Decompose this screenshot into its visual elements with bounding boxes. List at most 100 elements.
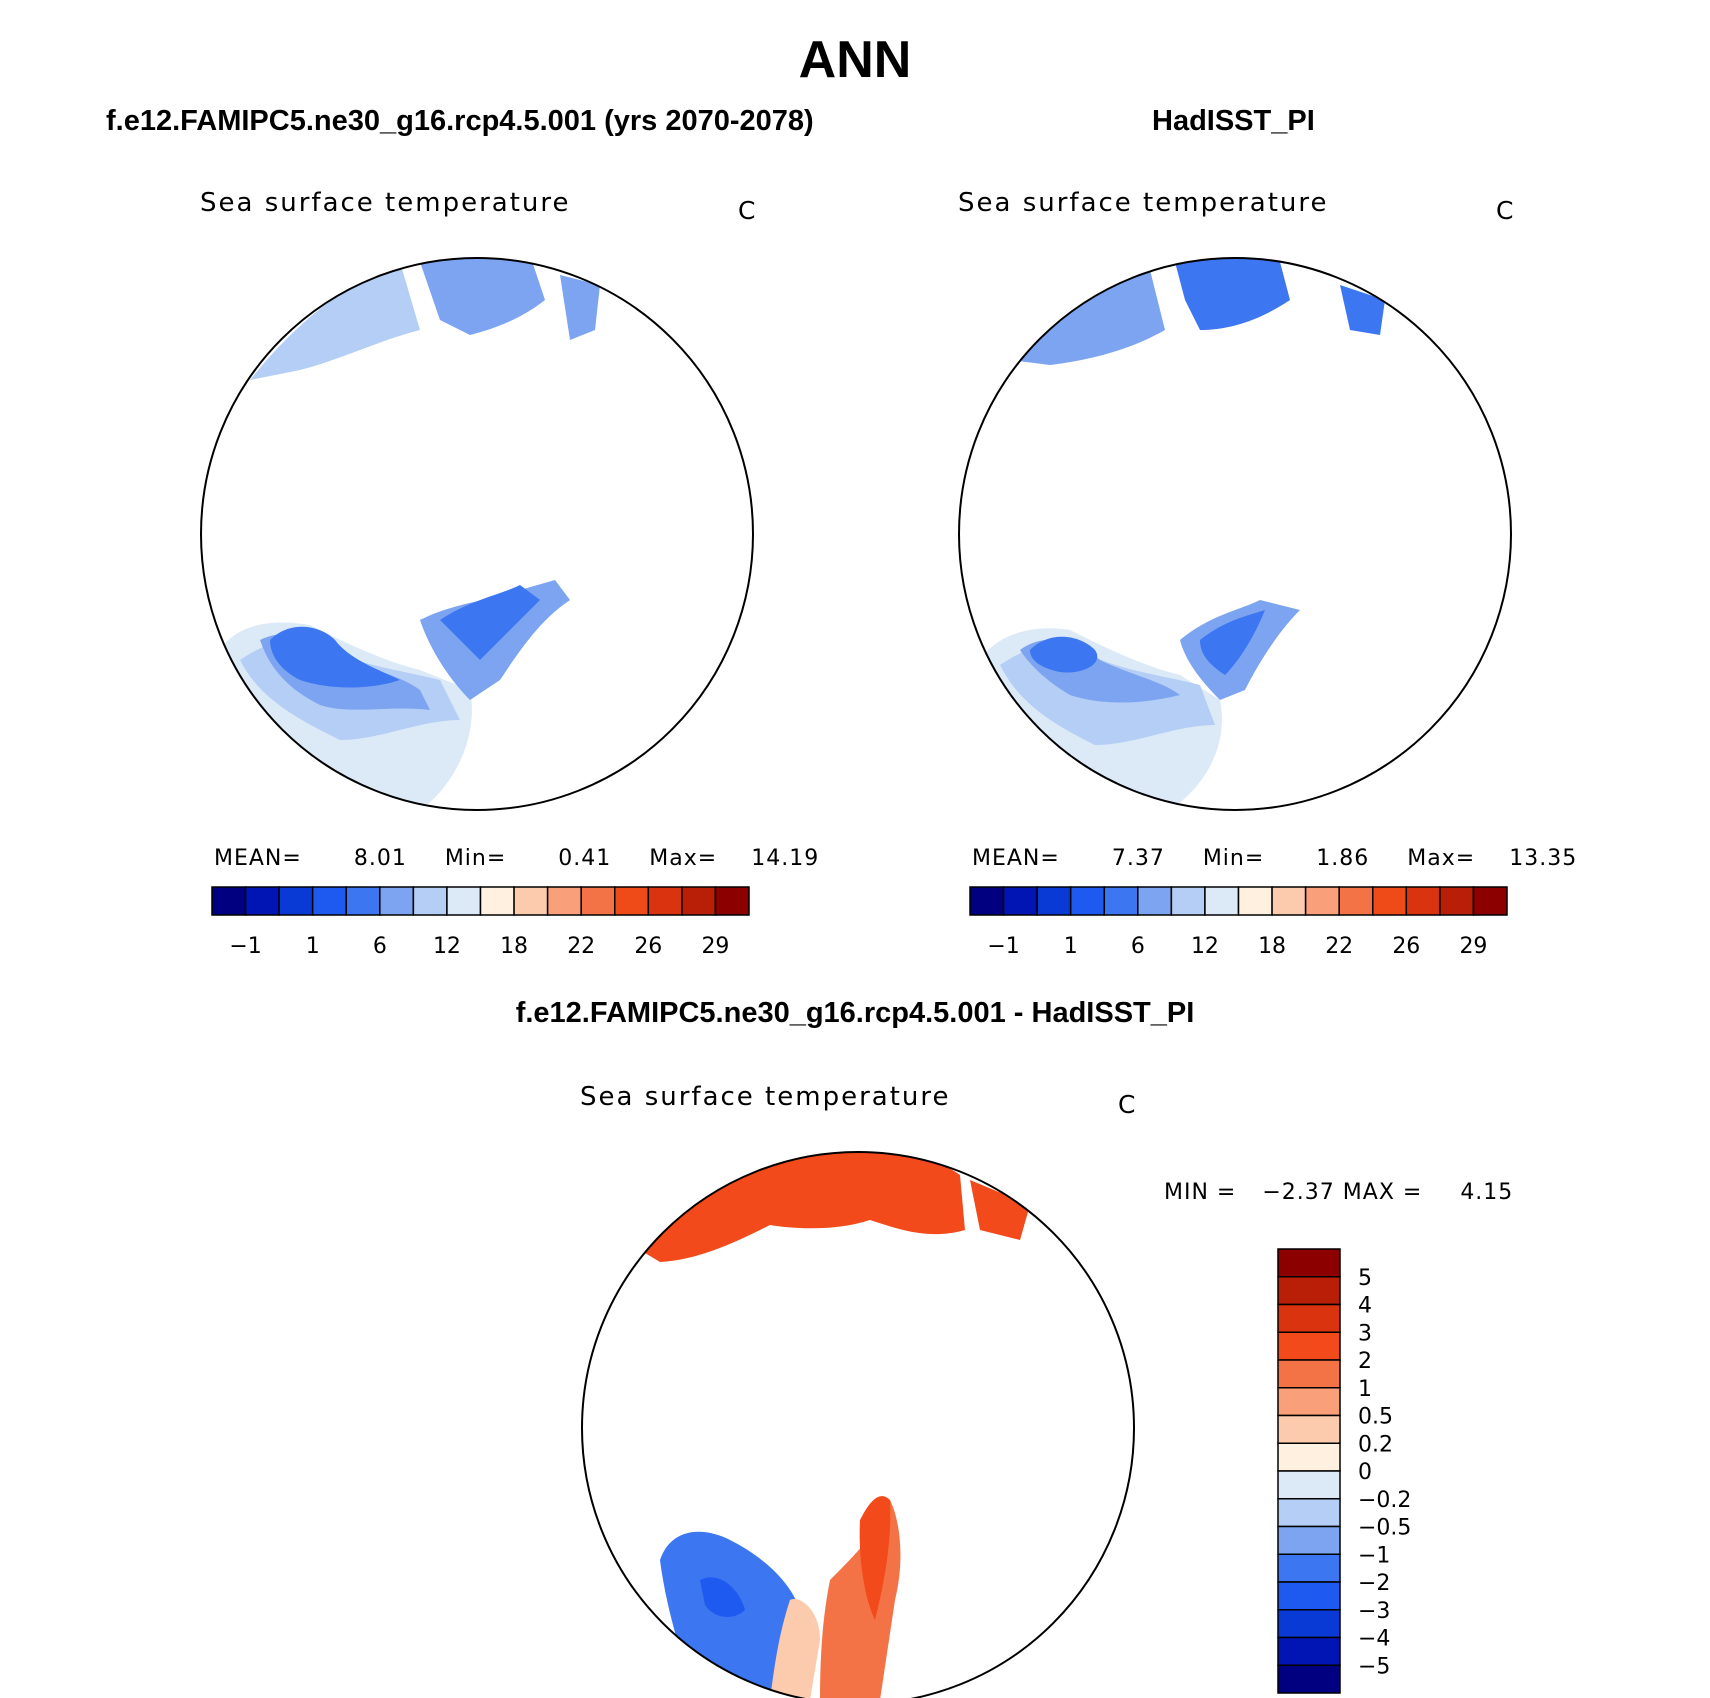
- right-region-bering: [1175, 258, 1290, 330]
- right-stats: MEAN= 7.37 Min= 1.86 Max= 13.35: [972, 846, 1577, 871]
- right-colorbar-box: [1170, 886, 1206, 916]
- diff-colorbar-tick-label: −4: [1358, 1627, 1390, 1652]
- diff-colorbar-box: [1277, 1636, 1341, 1666]
- right-var-title: Sea surface temperature: [958, 188, 1329, 218]
- right-colorbar-box: [1137, 886, 1173, 916]
- right-colorbar-tick-label: 18: [1258, 934, 1286, 959]
- diff-colorbar-box: [1277, 1414, 1341, 1444]
- right-mean-label: MEAN=: [972, 846, 1060, 871]
- right-colorbar-tick-label: 6: [1131, 934, 1145, 959]
- left-colorbar-tick-label: 12: [433, 934, 461, 959]
- left-units: C: [738, 196, 756, 225]
- right-colorbar-tick-label: 1: [1064, 934, 1078, 959]
- left-colorbar-box: [211, 886, 247, 916]
- right-map: [958, 257, 1512, 811]
- diff-colorbar-tick-label: 1: [1358, 1377, 1372, 1402]
- right-colorbar-box: [1204, 886, 1240, 916]
- left-colorbar-box: [412, 886, 448, 916]
- right-min-label: Min=: [1202, 846, 1265, 871]
- left-colorbar-box: [580, 886, 616, 916]
- main-title: ANN: [798, 31, 912, 89]
- right-min-value: 1.86: [1316, 846, 1370, 871]
- left-colorbar-tick-label: 22: [567, 934, 595, 959]
- right-region-labrador: [1030, 636, 1098, 673]
- diff-region-atlantic-east: [770, 1599, 820, 1698]
- diff-colorbar-tick-label: 0.5: [1358, 1405, 1393, 1430]
- left-map: [200, 257, 754, 811]
- diff-colorbar-tick-label: 5: [1358, 1266, 1372, 1291]
- right-colorbar-box: [1439, 886, 1475, 916]
- diff-region-norwegian-core: [859, 1496, 891, 1620]
- left-colorbar: −1 1 6 12 18 22 26 29: [211, 886, 750, 959]
- left-colorbar-box: [446, 886, 482, 916]
- diff-colorbar-box: [1277, 1248, 1341, 1278]
- right-colorbar-tick-label: 22: [1325, 934, 1353, 959]
- diff-case-title: f.e12.FAMIPC5.ne30_g16.rcp4.5.001 - HadI…: [515, 997, 1195, 1029]
- left-colorbar-box: [546, 886, 582, 916]
- right-max-label: Max=: [1407, 846, 1476, 871]
- right-colorbar-box: [1237, 886, 1273, 916]
- diff-var-title: Sea surface temperature: [580, 1082, 951, 1112]
- left-colorbar-box: [479, 886, 515, 916]
- diff-min-value: −2.37: [1262, 1180, 1335, 1205]
- left-max-label: Max=: [649, 846, 718, 871]
- diff-units: C: [1118, 1090, 1136, 1119]
- diff-min-label: MIN =: [1164, 1180, 1237, 1205]
- left-colorbar-box: [345, 886, 381, 916]
- left-colorbar-box: [614, 886, 650, 916]
- right-colorbar-box: [1472, 886, 1508, 916]
- right-colorbar-box: [1271, 886, 1307, 916]
- right-colorbar-tick-label: 26: [1392, 934, 1420, 959]
- right-colorbar-box: [1372, 886, 1408, 916]
- left-region-labrador: [270, 626, 400, 688]
- right-max-value: 13.35: [1509, 846, 1578, 871]
- left-colorbar-box: [714, 886, 750, 916]
- left-colorbar-tick-label: 1: [306, 934, 320, 959]
- diff-colorbar-box: [1277, 1359, 1341, 1389]
- right-colorbar-box: [969, 886, 1005, 916]
- diff-colorbar-box: [1277, 1470, 1341, 1500]
- diff-stats: MIN = −2.37 MAX = 4.15: [1164, 1180, 1513, 1205]
- left-mean-value: 8.01: [353, 846, 407, 871]
- diff-colorbar-box: [1277, 1664, 1341, 1694]
- right-colorbar-box: [1405, 886, 1441, 916]
- diff-colorbar-box: [1277, 1553, 1341, 1583]
- diff-colorbar-tick-label: −2: [1358, 1571, 1390, 1596]
- diff-max-value: 4.15: [1460, 1180, 1514, 1205]
- diff-colorbar-tick-label: 0.2: [1358, 1432, 1393, 1457]
- right-units: C: [1496, 196, 1514, 225]
- left-colorbar-tick-label: 6: [373, 934, 387, 959]
- diff-region-labrador-core: [700, 1577, 745, 1617]
- right-region-norwegian-core: [1200, 610, 1265, 675]
- left-region-okhotsk: [560, 275, 600, 340]
- left-region-norwegian-core: [440, 585, 540, 660]
- left-stats: MEAN= 8.01 Min= 0.41 Max= 14.19: [214, 846, 819, 871]
- right-colorbar-box: [1036, 886, 1072, 916]
- left-max-value: 14.19: [751, 846, 820, 871]
- diff-colorbar-tick-label: −5: [1358, 1654, 1390, 1679]
- left-colorbar-tick-label: −1: [229, 934, 261, 959]
- left-colorbar-tick-label: 18: [500, 934, 528, 959]
- left-colorbar-box: [681, 886, 717, 916]
- diff-map: [581, 1151, 1135, 1698]
- diff-colorbar-box: [1277, 1525, 1341, 1555]
- diff-colorbar: 5 43 2 1 0.50.2 0 −0.2 −0.5−1 −2 −3 −4−5: [1277, 1248, 1411, 1694]
- right-case-title: HadISST_PI: [1152, 105, 1315, 137]
- diff-colorbar-tick-label: −0.5: [1358, 1516, 1411, 1541]
- diff-region-north-pacific: [640, 1152, 965, 1262]
- left-case-title: f.e12.FAMIPC5.ne30_g16.rcp4.5.001 (yrs 2…: [106, 105, 814, 137]
- diff-colorbar-tick-label: 4: [1358, 1294, 1372, 1319]
- left-colorbar-tick-label: 26: [634, 934, 662, 959]
- diff-colorbar-tick-label: −0.2: [1358, 1488, 1411, 1513]
- diff-colorbar-box: [1277, 1581, 1341, 1611]
- right-colorbar: −1 1 6 12 18 22 26 29: [969, 886, 1508, 959]
- left-map-border: [200, 257, 754, 811]
- left-colorbar-box: [513, 886, 549, 916]
- right-colorbar-tick-label: 12: [1191, 934, 1219, 959]
- right-colorbar-box: [1002, 886, 1038, 916]
- left-colorbar-box: [278, 886, 314, 916]
- diff-map-border: [581, 1151, 1135, 1698]
- left-min-value: 0.41: [558, 846, 612, 871]
- left-colorbar-box: [379, 886, 415, 916]
